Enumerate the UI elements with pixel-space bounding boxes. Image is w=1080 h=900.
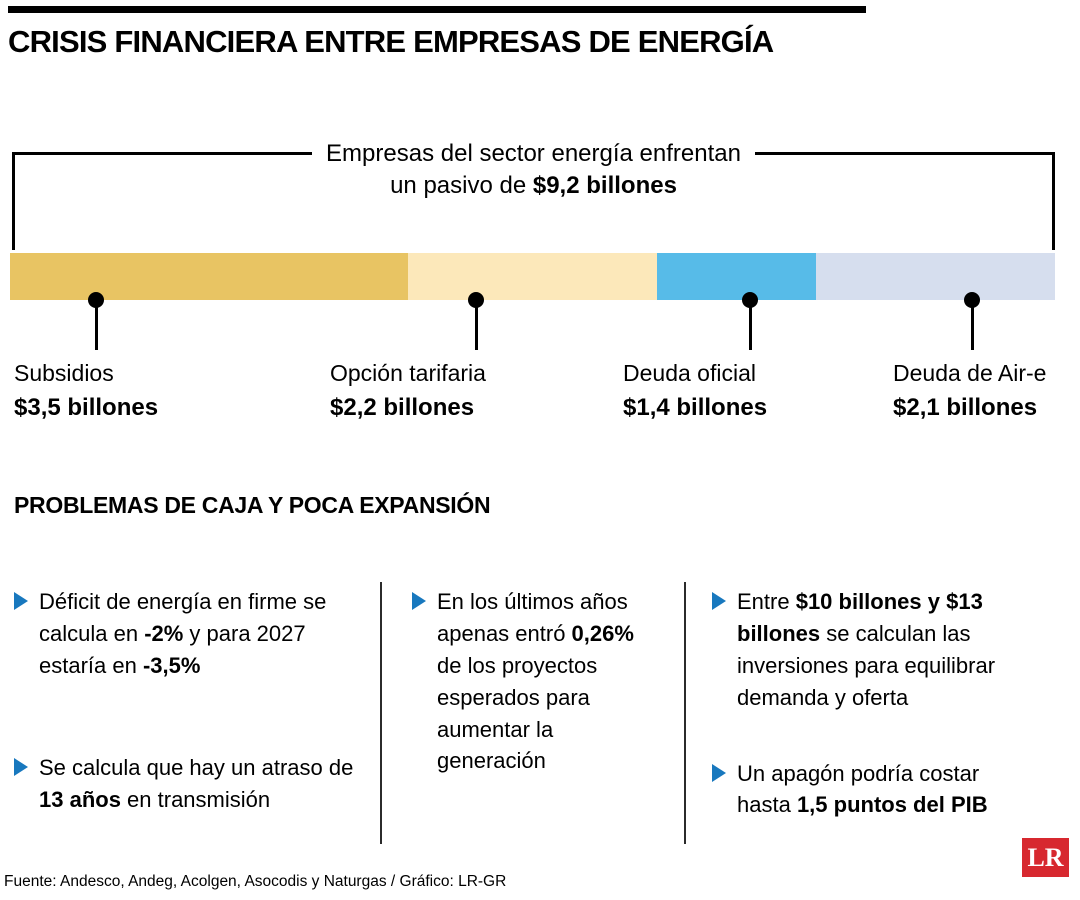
bullet-text: Se calcula que hay un atraso de 13 años … (39, 754, 354, 812)
problems-columns: Déficit de energía en firme se calcula e… (0, 582, 1080, 847)
marker-stem-2 (474, 300, 478, 350)
bullet-text: Déficit de energía en firme se calcula e… (39, 589, 327, 678)
bracket-left-line (12, 152, 313, 155)
segment-name: Deuda oficial (623, 360, 756, 386)
bullet-text: Entre $10 billones y $13 billones se cal… (737, 589, 996, 710)
bullet-item: Se calcula que hay un atraso de 13 años … (14, 752, 358, 816)
problems-column-1: Déficit de energía en firme se calcula e… (14, 586, 358, 815)
segment-label-3: Deuda oficial $1,4 billones (623, 360, 767, 422)
segment-name: Opción tarifaria (330, 360, 486, 386)
bar-segment-2 (407, 253, 658, 300)
bracket-line2-prefix: un pasivo de (390, 171, 533, 199)
segment-value: $1,4 billones (623, 394, 768, 421)
bullet-arrow-icon (14, 757, 28, 776)
bracket-line1: Empresas del sector energía enfrentan (326, 140, 741, 167)
marker-stem-4 (970, 300, 974, 350)
bullet-item: Déficit de energía en firme se calcula e… (14, 586, 358, 682)
lr-logo-text: LR (1027, 842, 1064, 872)
bullet-text: Un apagón podría costar hasta 1,5 puntos… (737, 760, 988, 818)
bracket-right-tick (1052, 152, 1055, 250)
lr-logo: LR (1022, 838, 1069, 877)
column-divider-2 (684, 582, 686, 844)
bracket-total-value: $9,2 billones (532, 171, 677, 199)
stacked-bar (10, 253, 1055, 300)
title-rule (8, 6, 866, 13)
column-divider-1 (380, 582, 382, 844)
problems-column-2: En los últimos años apenas entró 0,26% d… (412, 586, 652, 777)
liability-bracket: Empresas del sector energía enfrentan un… (12, 138, 1055, 250)
marker-stem-1 (94, 300, 98, 350)
problems-column-3: Entre $10 billones y $13 billones se cal… (712, 586, 1034, 821)
segment-label-1: Subsidios $3,5 billones (14, 360, 158, 422)
segment-value: $2,1 billones (893, 394, 1038, 421)
segment-label-4: Deuda de Air-e $2,1 billones (893, 360, 1046, 422)
bracket-right-line (754, 152, 1055, 155)
segment-label-2: Opción tarifaria $2,2 billones (330, 360, 486, 422)
segment-name: Subsidios (14, 360, 114, 386)
section-title: PROBLEMAS DE CAJA Y POCA EXPANSIÓN (14, 492, 491, 518)
segment-value: $2,2 billones (330, 394, 475, 421)
bullet-item: Entre $10 billones y $13 billones se cal… (712, 586, 1034, 714)
bar-segment-3 (657, 253, 817, 300)
bullet-arrow-icon (412, 592, 426, 610)
bullet-item: En los últimos años apenas entró 0,26% d… (412, 586, 652, 777)
source-credit: Fuente: Andesco, Andeg, Acolgen, Asocodi… (4, 873, 507, 890)
segment-value: $3,5 billones (14, 394, 159, 421)
bullet-arrow-icon (14, 592, 28, 610)
bracket-label: Empresas del sector energía enfrentan un… (312, 138, 755, 201)
bar-segment-4 (816, 253, 1055, 300)
bullet-arrow-icon (712, 592, 726, 610)
bullet-arrow-icon (712, 763, 726, 782)
bracket-left-tick (12, 152, 15, 250)
page-title: CRISIS FINANCIERA ENTRE EMPRESAS DE ENER… (8, 24, 774, 59)
marker-stem-3 (748, 300, 752, 350)
bullet-item: Un apagón podría costar hasta 1,5 puntos… (712, 758, 1034, 822)
bar-segment-1 (10, 253, 408, 300)
segment-name: Deuda de Air-e (893, 360, 1047, 386)
stacked-bar-chart: Subsidios $3,5 billones Opción tarifaria $2… (0, 253, 1080, 438)
bullet-text: En los últimos años apenas entró 0,26% d… (437, 589, 634, 774)
